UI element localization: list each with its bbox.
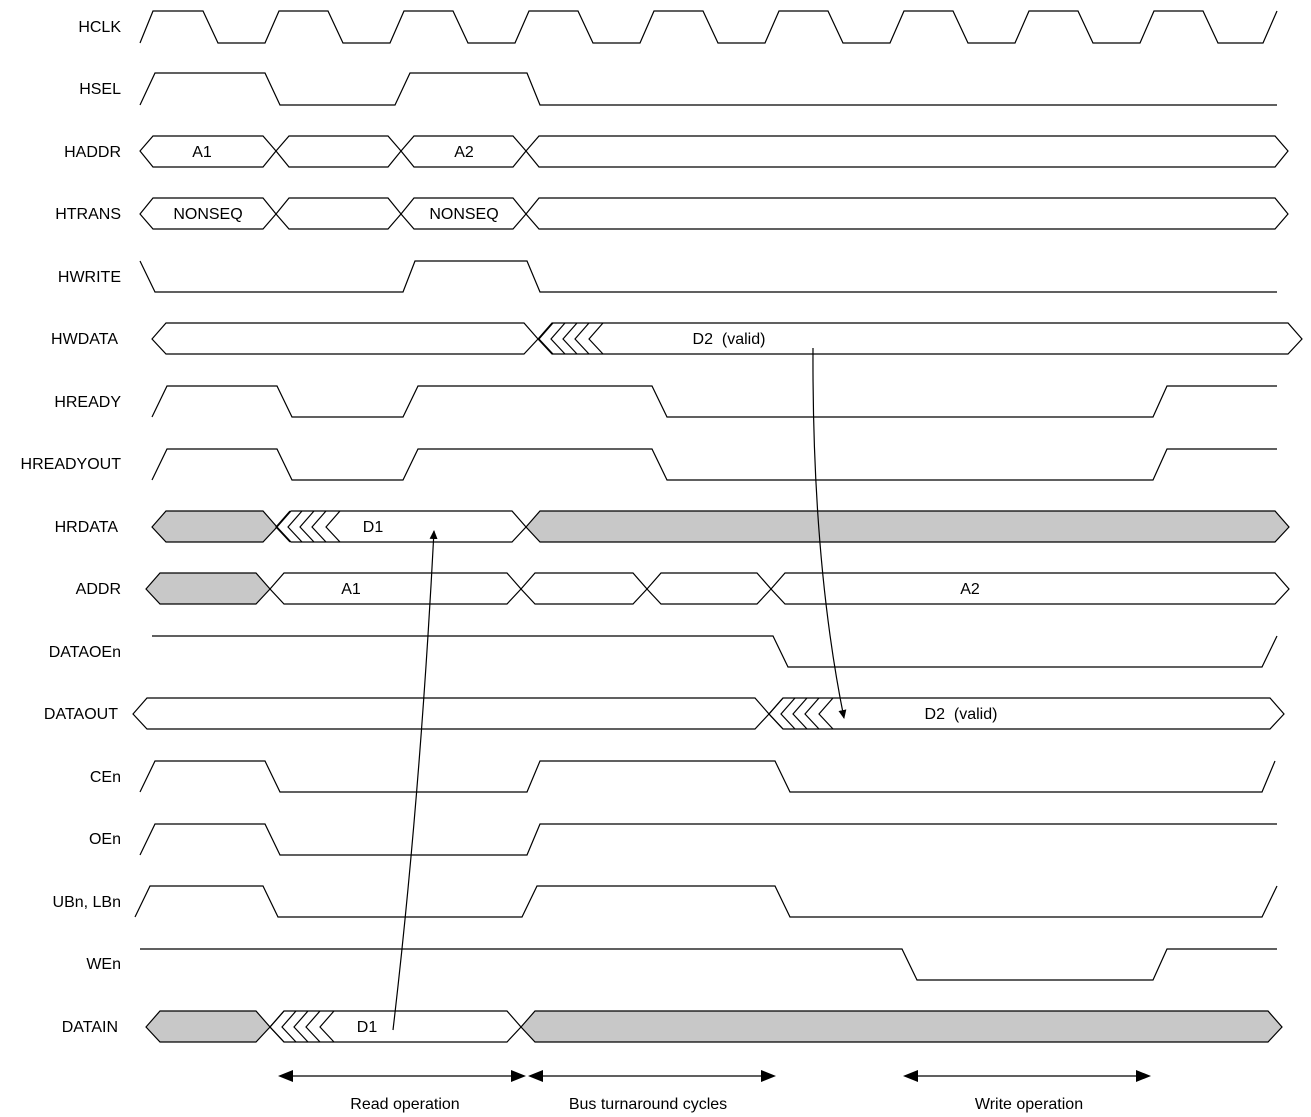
signal-label-hreadyout: HREADYOUT [21,456,122,473]
signal-label-htrans: HTRANS [55,206,121,223]
addr-value-a1: A1 [341,581,361,598]
waveform-dataout [132,697,1285,730]
htrans-value-nonseq-2: NONSEQ [429,206,498,223]
waveform-hreadyout [151,448,1277,481]
signal-label-addr: ADDR [76,581,121,598]
waveform-htrans [139,197,1289,230]
hrdata-invalid-2 [525,510,1290,543]
signal-label-hsel: HSEL [79,81,121,98]
waveform-addr [145,572,1290,605]
signal-labels: HCLK HSEL HADDR HTRANS HWRITE HWDATA HRE… [21,19,122,1036]
data-flow-arrows [392,347,847,1031]
waveform-hwdata [151,322,1303,355]
waveform-haddr [139,135,1289,168]
addr-value-a2: A2 [960,581,980,598]
waveforms [132,10,1303,1043]
signal-label-ubn-lbn: UBn, LBn [53,894,121,911]
signal-label-datain: DATAIN [62,1019,118,1036]
waveform-hready [151,385,1277,418]
waveform-cen [139,760,1276,793]
operation-labels: Read operation Bus turnaround cycles Wri… [350,1096,1083,1113]
read-operation-span [278,1070,526,1082]
signal-label-hwrite: HWRITE [58,269,121,286]
signal-label-dataout: DATAOUT [44,706,118,723]
waveform-hwrite [139,260,1277,293]
waveform-hclk [139,10,1278,44]
waveform-oen [139,823,1277,856]
hrdata-value-d1: D1 [363,519,384,536]
waveform-datain [145,1010,1283,1043]
hrdata-invalid-1 [151,510,278,543]
operation-spans [278,1070,1151,1082]
signal-label-hready: HREADY [54,394,121,411]
haddr-value-a2: A2 [454,144,474,161]
bus-value-labels: A1 A2 NONSEQ NONSEQ D2 (valid) D1 A1 A2 … [173,144,997,1036]
write-operation-span [903,1070,1151,1082]
signal-label-cen: CEn [90,769,121,786]
waveform-wen [140,948,1277,981]
signal-label-hwdata: HWDATA [51,331,118,348]
hwdata-to-dataout-arrow [812,347,847,719]
datain-invalid-1 [145,1010,271,1043]
hwdata-value-d2: D2 (valid) [693,331,766,348]
waveform-dataoen [152,635,1278,668]
waveform-hsel [139,72,1277,106]
signal-label-hrdata: HRDATA [55,519,119,536]
htrans-value-nonseq-1: NONSEQ [173,206,242,223]
waveform-ubn-lbn [134,885,1278,918]
signal-label-oen: OEn [89,831,121,848]
write-operation-label: Write operation [975,1096,1083,1113]
bus-turnaround-span [528,1070,776,1082]
read-operation-label: Read operation [350,1096,459,1113]
datain-invalid-2 [520,1010,1283,1043]
dataout-value-d2: D2 (valid) [925,706,998,723]
haddr-value-a1: A1 [192,144,212,161]
signal-label-wen: WEn [86,956,121,973]
waveform-hrdata [151,510,1290,543]
signal-label-hclk: HCLK [78,19,121,36]
datain-value-d1: D1 [357,1019,378,1036]
signal-label-dataoen: DATAOEn [49,644,121,661]
bus-turnaround-label: Bus turnaround cycles [569,1096,727,1113]
addr-invalid [145,572,271,605]
signal-label-haddr: HADDR [64,144,121,161]
datain-to-hrdata-arrow [392,530,438,1031]
